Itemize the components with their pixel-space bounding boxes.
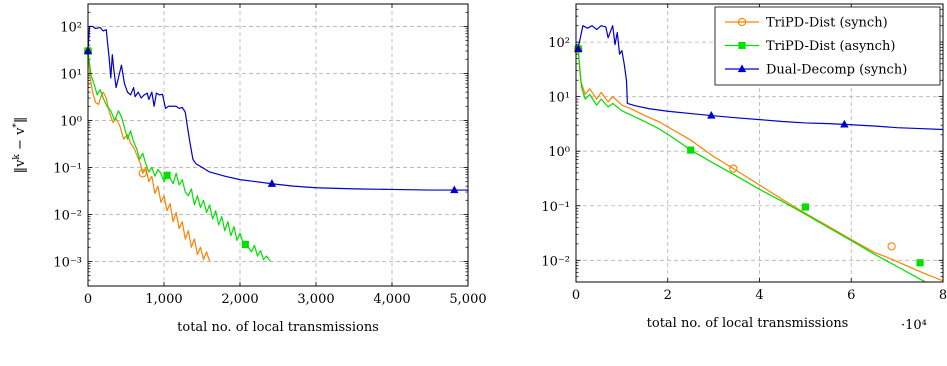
series-line-1 xyxy=(576,48,943,282)
marker-square xyxy=(241,240,249,249)
marker-circle xyxy=(729,164,738,173)
plot-frame xyxy=(87,3,469,287)
x-tick-label: 3,000 xyxy=(297,292,334,307)
series-line-3 xyxy=(576,25,943,131)
x-axis-multiplier: ·10⁴ xyxy=(901,318,927,333)
y-axis-label-part: ‖v xyxy=(13,159,28,174)
legend-label: TriPD-Dist (synch) xyxy=(766,16,888,31)
legend-marker-circle xyxy=(737,17,747,27)
marker-circle xyxy=(887,242,896,251)
y-tick-label: 10⁰ xyxy=(548,145,570,160)
legend-label: Dual-Decomp (synch) xyxy=(766,63,907,78)
marker-triangle xyxy=(840,119,849,128)
marker-triangle xyxy=(707,110,716,119)
y-tick-label: 10² xyxy=(548,36,570,51)
series-line-2 xyxy=(88,50,271,262)
x-tick-label: 5,000 xyxy=(449,292,486,307)
y-tick-label: 10¹ xyxy=(548,91,570,106)
y-axis-label-part: ‖ xyxy=(13,117,28,124)
x-tick-label: 2 xyxy=(664,288,672,303)
y-tick-label: 10⁻¹ xyxy=(541,200,570,215)
x-tick-label: 4 xyxy=(755,288,763,303)
y-axis-label-part: − v xyxy=(13,127,28,154)
series-line-3 xyxy=(88,25,468,191)
x-tick-label: 8 xyxy=(939,288,947,303)
y-tick-label: 10⁻³ xyxy=(53,255,82,270)
y-tick-label: 10⁻² xyxy=(541,254,570,269)
x-tick-label: 4,000 xyxy=(373,292,410,307)
x-tick-label: 0 xyxy=(572,288,580,303)
y-tick-label: 10⁻² xyxy=(53,208,82,223)
x-axis-label: total no. of local transmissions xyxy=(647,316,849,331)
marker-triangle xyxy=(450,185,459,194)
right-chart: 0 2 4 6 8 10⁻² 10⁻¹ 10⁰ 10¹ 10² total no. of local… xyxy=(541,3,947,333)
y-tick-label: 10¹ xyxy=(60,67,82,82)
y-axis-label-part: * xyxy=(12,123,22,128)
marker-triangle xyxy=(267,179,277,187)
legend-label: TriPD-Dist (asynch) xyxy=(766,39,895,54)
y-tick-label: 10² xyxy=(60,20,82,35)
y-axis-label-part: k xyxy=(12,154,22,160)
y-tick-label: 10⁻¹ xyxy=(53,161,82,176)
marker-square xyxy=(163,171,171,179)
x-tick-label: 1,000 xyxy=(145,292,182,307)
x-tick-label: 2,000 xyxy=(221,292,258,307)
y-tick-label: 10⁰ xyxy=(60,114,82,129)
left-chart: 0 1,000 2,000 3,000 4,000 5,000 10⁻³ 10⁻² 10⁻¹ 10… xyxy=(12,3,487,335)
x-tick-label: 6 xyxy=(847,288,855,303)
legend-marker-triangle xyxy=(737,64,747,73)
marker-square xyxy=(916,259,924,267)
series-line-1 xyxy=(88,50,211,262)
x-axis-label: total no. of local transmissions xyxy=(177,320,379,335)
y-axis-label: ‖vk − v*‖ xyxy=(12,117,28,174)
marker-square xyxy=(801,203,809,211)
marker-square xyxy=(687,146,695,154)
series-line-2 xyxy=(576,48,927,282)
legend-marker-square xyxy=(738,41,746,50)
legend: TriPD-Dist (synch) TriPD-Dist (asynch) Dua… xyxy=(714,6,941,86)
marker-circle xyxy=(138,169,147,178)
x-tick-label: 0 xyxy=(84,292,92,307)
